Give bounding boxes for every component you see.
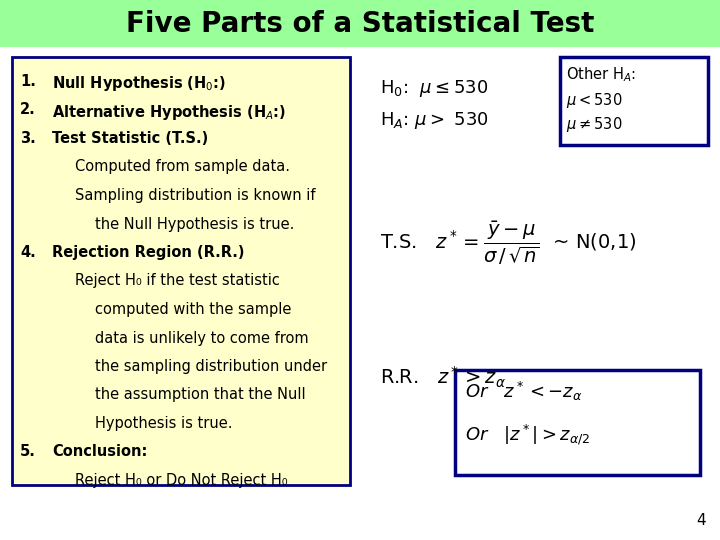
Text: 5.: 5. — [20, 444, 36, 460]
Text: Sampling distribution is known if: Sampling distribution is known if — [75, 188, 315, 203]
Text: Computed from sample data.: Computed from sample data. — [75, 159, 290, 174]
Text: $\mu \neq 530$: $\mu \neq 530$ — [566, 115, 622, 134]
Text: $\mathit{Or}$   $z^* < -z_\alpha$: $\mathit{Or}$ $z^* < -z_\alpha$ — [465, 380, 582, 403]
FancyBboxPatch shape — [12, 57, 350, 485]
Text: 4.: 4. — [20, 245, 36, 260]
Text: 2.: 2. — [20, 103, 36, 118]
Text: Hypothesis is true.: Hypothesis is true. — [95, 416, 233, 431]
Text: the Null Hypothesis is true.: the Null Hypothesis is true. — [95, 217, 294, 232]
Text: Reject H₀ if the test statistic: Reject H₀ if the test statistic — [75, 273, 280, 288]
Text: Test Statistic (T.S.): Test Statistic (T.S.) — [52, 131, 208, 146]
Text: 3.: 3. — [20, 131, 36, 146]
Text: 1.: 1. — [20, 74, 36, 89]
Text: Null Hypothesis (H$_0$:): Null Hypothesis (H$_0$:) — [52, 74, 226, 93]
Text: computed with the sample: computed with the sample — [95, 302, 292, 317]
Text: data is unlikely to come from: data is unlikely to come from — [95, 330, 309, 346]
Text: H$_0$:  $\mu \leq 530$: H$_0$: $\mu \leq 530$ — [380, 78, 488, 99]
FancyBboxPatch shape — [560, 57, 708, 145]
Text: Five Parts of a Statistical Test: Five Parts of a Statistical Test — [126, 10, 594, 38]
Text: $\mu < 530$: $\mu < 530$ — [566, 91, 622, 110]
Text: $\mathit{Or}$   $|z^*| > z_{\alpha/2}$: $\mathit{Or}$ $|z^*| > z_{\alpha/2}$ — [465, 422, 590, 447]
FancyBboxPatch shape — [455, 370, 700, 475]
Text: Alternative Hypothesis (H$_A$:): Alternative Hypothesis (H$_A$:) — [52, 103, 286, 122]
Text: H$_A$: $\mu >$ 530: H$_A$: $\mu >$ 530 — [380, 110, 489, 131]
Text: the sampling distribution under: the sampling distribution under — [95, 359, 327, 374]
Text: Rejection Region (R.R.): Rejection Region (R.R.) — [52, 245, 245, 260]
Text: T.S.   $z^* = \dfrac{\bar{y} - \mu}{\sigma\,/\,\sqrt{n}}$  ~ N(0,1): T.S. $z^* = \dfrac{\bar{y} - \mu}{\sigma… — [380, 220, 636, 267]
FancyBboxPatch shape — [0, 0, 720, 47]
Text: R.R.   $z^* > z_\alpha$: R.R. $z^* > z_\alpha$ — [380, 365, 506, 390]
Text: 4: 4 — [696, 513, 706, 528]
Text: Reject H₀ or Do Not Reject H₀: Reject H₀ or Do Not Reject H₀ — [75, 473, 287, 488]
Text: Conclusion:: Conclusion: — [52, 444, 148, 460]
Text: Other H$_A$:: Other H$_A$: — [566, 65, 636, 84]
Text: the assumption that the Null: the assumption that the Null — [95, 388, 305, 402]
